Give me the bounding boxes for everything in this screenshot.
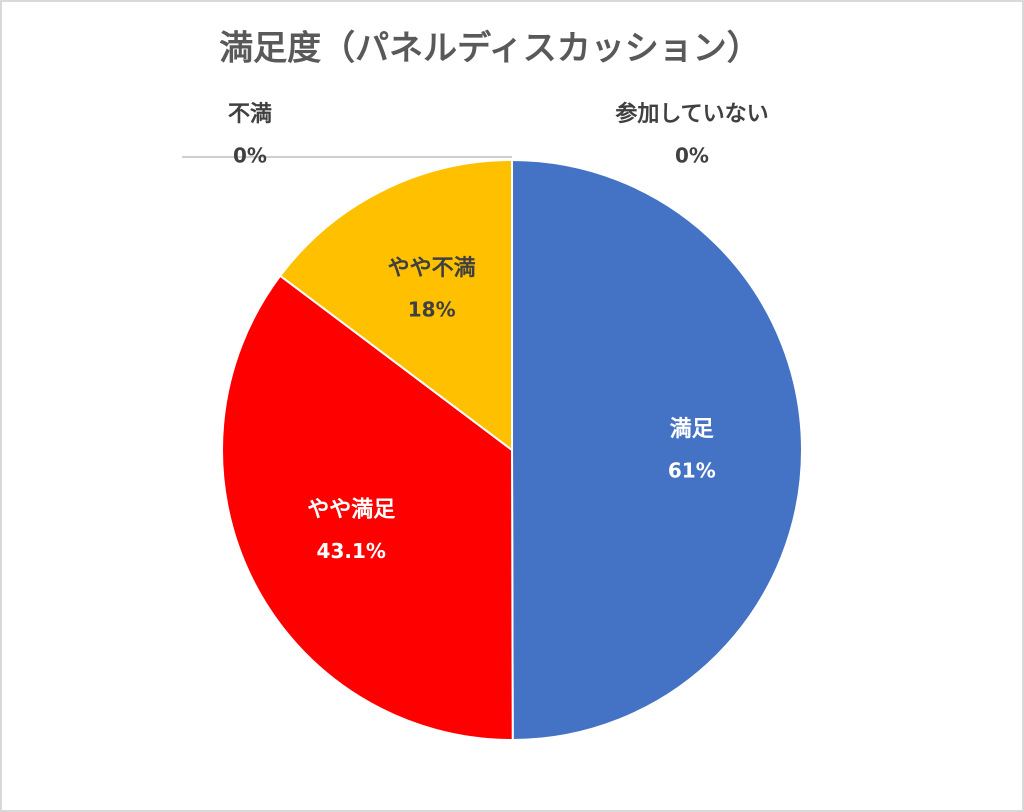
slice-label: やや不満 (388, 255, 476, 281)
chart-title: 満足度（パネルディスカッション） (219, 29, 761, 69)
slice-label: 参加していない (615, 101, 768, 127)
pie-slice (278, 158, 513, 453)
slice-label: 満足 (670, 416, 714, 442)
value-label: 18% (408, 298, 456, 322)
pie-slice (221, 274, 514, 741)
pie-slice (511, 158, 803, 742)
value-label: 43.1% (317, 539, 386, 563)
slice-label: 不満 (228, 101, 272, 127)
slice-label: やや満足 (307, 497, 395, 523)
value-label: 0% (675, 144, 709, 168)
value-label: 0% (233, 144, 267, 168)
value-label: 61% (668, 458, 716, 482)
